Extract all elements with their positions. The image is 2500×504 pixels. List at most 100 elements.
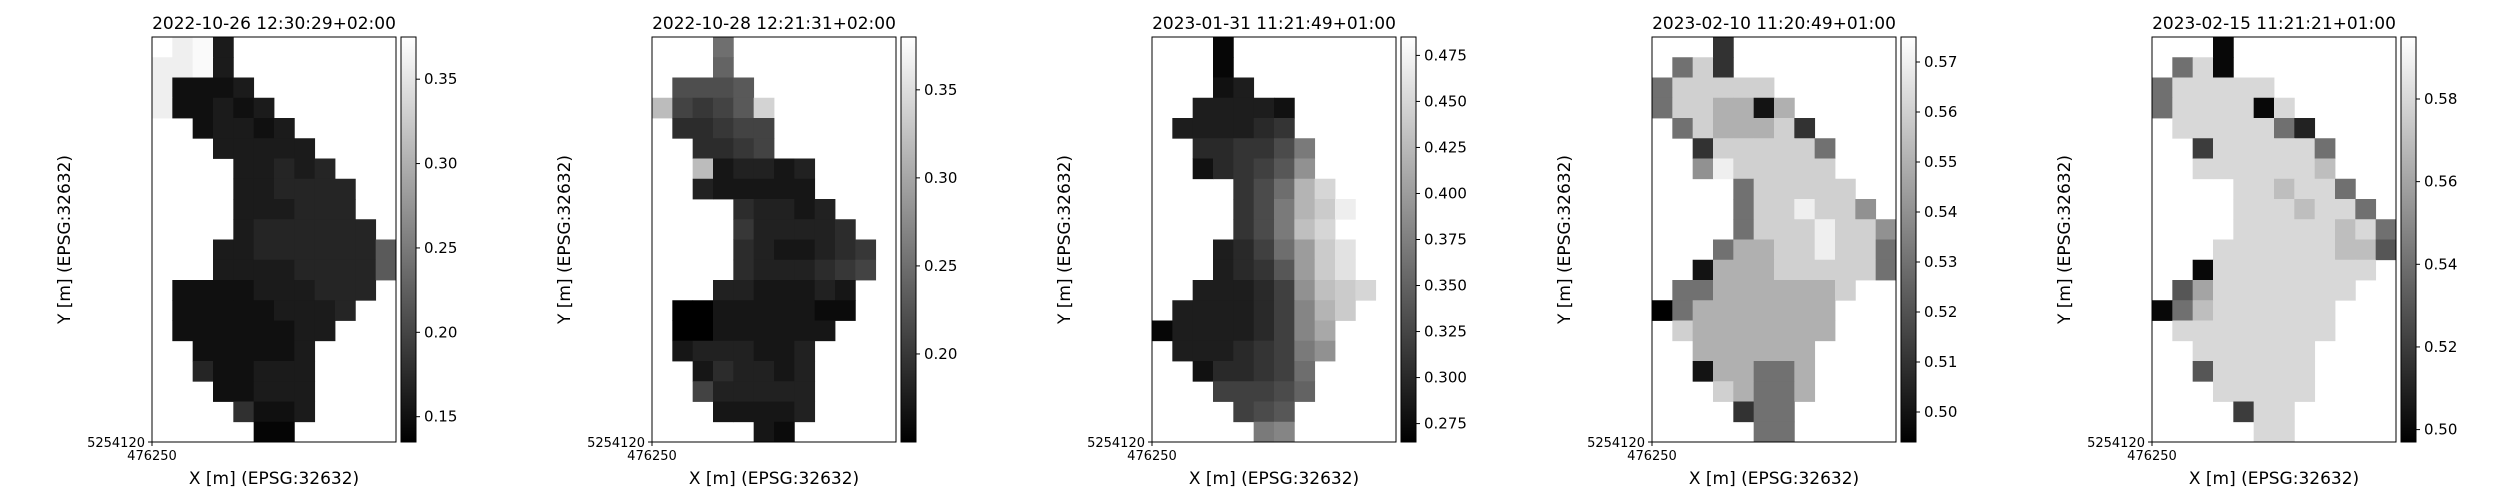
heatmap-cell xyxy=(1692,259,1714,281)
heatmap-cell xyxy=(794,280,816,301)
heatmap-cell xyxy=(1753,97,1775,119)
heatmap-cell xyxy=(1253,280,1275,301)
heatmap-cell xyxy=(2172,300,2194,321)
heatmap-cell xyxy=(2335,280,2356,301)
heatmap-cell xyxy=(1672,97,1694,119)
heatmap-cell xyxy=(1213,77,1234,99)
heatmap-cell xyxy=(274,158,295,180)
heatmap-cell xyxy=(2274,97,2295,119)
heatmap-cell xyxy=(1314,300,1336,321)
heatmap-cell xyxy=(1814,219,1836,240)
heatmap-cell xyxy=(253,361,275,382)
heatmap-cell xyxy=(814,219,836,240)
heatmap-cell xyxy=(274,199,295,220)
heatmap-cell xyxy=(1294,138,1316,159)
heatmap-cell xyxy=(1192,320,1214,342)
heatmap-cell xyxy=(2172,77,2194,99)
heatmap-cell xyxy=(733,97,755,119)
heatmap-cell xyxy=(1274,300,1295,321)
heatmap-cell xyxy=(855,239,877,261)
heatmap-cell xyxy=(253,421,275,443)
heatmap-cell xyxy=(172,280,194,301)
heatmap-cell xyxy=(2192,259,2214,281)
heatmap-cell xyxy=(1713,320,1734,342)
heatmap-cell xyxy=(2213,280,2234,301)
x-axis-label: X [m] (EPSG:32632) xyxy=(189,469,359,489)
heatmap-cell xyxy=(1274,178,1295,200)
x-tick-label: 476250 xyxy=(627,449,677,464)
heatmap-cell xyxy=(1274,239,1295,261)
axes-frame xyxy=(1651,36,1897,443)
heatmap-cell xyxy=(213,300,234,321)
heatmap-cell xyxy=(1192,158,1214,180)
heatmap-cell xyxy=(774,280,795,301)
heatmap-cell xyxy=(2192,97,2214,119)
heatmap-cell xyxy=(2274,280,2295,301)
heatmap-cell xyxy=(753,300,775,321)
heatmap-cell xyxy=(2335,219,2356,240)
heatmap-cell xyxy=(1274,219,1295,240)
heatmap-cell xyxy=(2253,97,2275,119)
x-tick-label: 476250 xyxy=(127,449,177,464)
heatmap-cell xyxy=(233,280,255,301)
heatmap-cell xyxy=(1253,300,1275,321)
heatmap-cell xyxy=(1774,259,1795,281)
heatmap-cell xyxy=(794,259,816,281)
heatmap-cell xyxy=(2192,158,2214,180)
heatmap-cell xyxy=(774,239,795,261)
heatmap-cell xyxy=(1294,158,1316,180)
heatmap-cell xyxy=(253,381,275,402)
heatmap-cell xyxy=(1733,178,1755,200)
heatmap-cell xyxy=(1294,280,1316,301)
heatmap-cell xyxy=(1335,199,1356,220)
heatmap-cell xyxy=(1672,77,1694,99)
heatmap-cell xyxy=(733,138,755,159)
heatmap-cell xyxy=(294,199,316,220)
heatmap-cell xyxy=(1192,138,1214,159)
heatmap-cell xyxy=(672,97,694,119)
heatmap-cell xyxy=(253,219,275,240)
heatmap-cell xyxy=(335,178,356,200)
heatmap-cell xyxy=(294,361,316,382)
heatmap-cell xyxy=(233,77,255,99)
heatmap-cell xyxy=(753,320,775,342)
heatmap-cell xyxy=(774,259,795,281)
heatmap-cell xyxy=(733,199,755,220)
heatmap-cell xyxy=(2213,57,2234,78)
heatmap-cell xyxy=(1253,178,1275,200)
heatmap-cell xyxy=(1774,340,1795,362)
heatmap-cell xyxy=(375,239,397,261)
heatmap-cell xyxy=(213,259,234,281)
heatmap-cell xyxy=(253,401,275,423)
heatmap-cell xyxy=(192,280,214,301)
heatmap-cell xyxy=(692,118,714,139)
heatmap-cell xyxy=(294,300,316,321)
heatmap-cell xyxy=(753,118,775,139)
colorbar-tick-label: 0.52 xyxy=(1924,303,1957,321)
heatmap-cell xyxy=(1692,280,1714,301)
heatmap-cell xyxy=(213,361,234,382)
heatmap-cell xyxy=(713,178,734,200)
heatmap-cell xyxy=(753,178,775,200)
heatmap-cell xyxy=(2274,340,2295,362)
heatmap-cell xyxy=(2355,259,2377,281)
heatmap-cell xyxy=(1733,300,1755,321)
heatmap-cell xyxy=(233,300,255,321)
heatmap-cell xyxy=(253,118,275,139)
heatmap-cell xyxy=(1794,340,1816,362)
colorbar-tick-label: 0.54 xyxy=(1924,203,1957,221)
heatmap-cell xyxy=(294,401,316,423)
heatmap-cell xyxy=(1213,118,1234,139)
heatmap-cell xyxy=(2274,138,2295,159)
heatmap-cell xyxy=(2192,300,2214,321)
heatmap-cell xyxy=(2274,401,2295,423)
heatmap-cell xyxy=(152,97,173,119)
heatmap-cell xyxy=(233,178,255,200)
heatmap-cell xyxy=(1213,361,1234,382)
heatmap-cell xyxy=(1652,97,1673,119)
heatmap-cell xyxy=(233,259,255,281)
heatmap-cell xyxy=(1172,300,1194,321)
heatmap-cell xyxy=(2233,361,2255,382)
heatmap-cell xyxy=(1733,259,1755,281)
